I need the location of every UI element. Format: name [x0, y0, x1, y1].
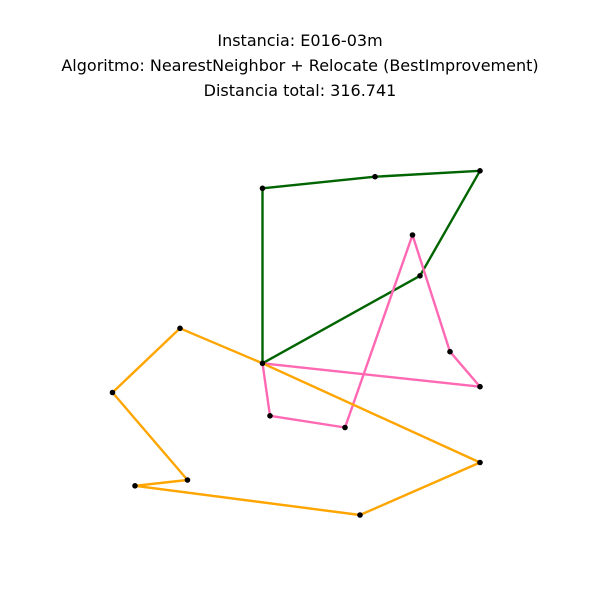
customer-point-n10 — [357, 512, 363, 518]
title-total-distance: Distancia total: 316.741 — [203, 81, 397, 100]
depot-point — [259, 360, 266, 367]
customer-point-n15 — [409, 232, 416, 238]
customer-point-n8 — [342, 424, 348, 431]
customer-point-n11 — [132, 483, 138, 489]
title-algorithm: Algoritmo: NearestNeighbor + Relocate (B… — [61, 56, 539, 75]
customer-point-n1 — [259, 185, 266, 192]
customer-point-n12 — [184, 477, 191, 483]
routes-layer — [111, 169, 482, 517]
customer-point-n2 — [372, 173, 378, 180]
route-line-3 — [111, 327, 482, 517]
customer-point-n3 — [477, 168, 483, 174]
nodes-layer — [109, 168, 483, 518]
customer-point-n9 — [477, 459, 483, 466]
customer-point-n14 — [177, 325, 183, 332]
customer-point-n4 — [417, 273, 423, 279]
title-instance: Instancia: E016-03m — [217, 31, 383, 50]
customer-point-n6 — [477, 383, 483, 390]
route-line-1 — [261, 169, 482, 365]
route-line-2 — [261, 233, 482, 429]
customer-point-n13 — [109, 389, 116, 396]
chart-title: Instancia: E016-03m Algoritmo: NearestNe… — [0, 28, 600, 103]
customer-point-n5 — [447, 348, 453, 355]
customer-point-n7 — [267, 413, 273, 419]
